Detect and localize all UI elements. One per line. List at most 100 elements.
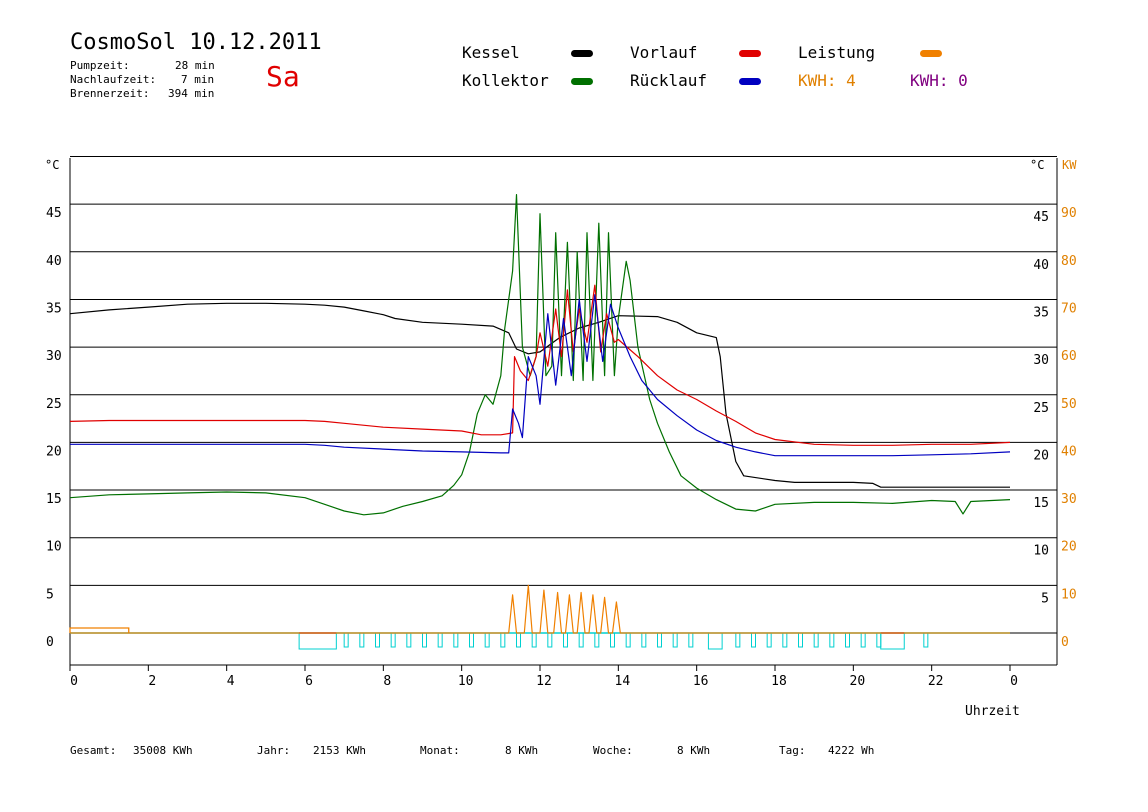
pump-block-2 xyxy=(880,632,905,650)
legend-swatch-kessel xyxy=(571,50,593,57)
pump-pulse-28 xyxy=(813,632,819,648)
leistung-early-step xyxy=(69,627,130,633)
x-tick-7: 14 xyxy=(615,674,631,689)
pump-pulse-26 xyxy=(782,632,788,648)
series-line-ruecklauf xyxy=(70,294,1011,457)
pump-pulse-8 xyxy=(469,632,474,648)
legend-swatch-leistung xyxy=(920,50,942,57)
legend-swatch-vorlauf xyxy=(739,50,761,57)
kw-tick-30: 30 xyxy=(1061,492,1077,507)
y-tick-left-45: 45 xyxy=(46,206,62,221)
legend-kessel: Kessel xyxy=(462,43,520,62)
kw-tick-40: 40 xyxy=(1061,444,1077,459)
footer-value-jahr: 2153 KWh xyxy=(313,744,366,757)
pump-pulse-15 xyxy=(578,632,584,648)
legend-ruecklauf: Rücklauf xyxy=(630,71,708,90)
pump-pulse-3 xyxy=(390,632,396,648)
legend-swatch-ruecklauf xyxy=(739,78,761,85)
pump-pulse-11 xyxy=(516,632,521,648)
y-tick-right-35: 35 xyxy=(1033,305,1049,320)
y-tick-right-5: 5 xyxy=(1041,591,1049,606)
kw-tick-90: 90 xyxy=(1061,206,1077,221)
footer-label-monat: Monat: xyxy=(420,744,460,757)
x-tick-8: 16 xyxy=(693,674,709,689)
pump-pulse-23 xyxy=(735,632,741,648)
y-tick-right-30: 30 xyxy=(1033,353,1049,368)
pump-pulse-2 xyxy=(375,632,380,648)
footer-label-jahr: Jahr: xyxy=(257,744,291,757)
x-tick-5: 10 xyxy=(458,674,474,689)
y-axis-label-right: °C xyxy=(1030,158,1044,172)
y-tick-left-20: 20 xyxy=(46,444,62,459)
x-tick-4: 8 xyxy=(383,674,391,689)
legend-leistung: Leistung xyxy=(798,43,876,62)
x-tick-2: 4 xyxy=(227,674,235,689)
legend-vorlauf: Vorlauf xyxy=(630,43,698,62)
pump-pulse-4 xyxy=(406,632,412,648)
y-tick-right-20: 20 xyxy=(1033,448,1049,463)
legend-kwh-2: KWH: 0 xyxy=(910,71,968,90)
x-axis-label: Uhrzeit xyxy=(965,704,1020,719)
x-tick-9: 18 xyxy=(771,674,787,689)
y-tick-right-40: 40 xyxy=(1033,258,1049,273)
y-tick-left-30: 30 xyxy=(46,349,62,364)
pump-pulse-6 xyxy=(437,632,443,648)
footer-label-tag: Tag: xyxy=(779,744,806,757)
pump-pulse-5 xyxy=(422,632,427,648)
y-tick-left-35: 35 xyxy=(46,301,62,316)
pump-pulse-24 xyxy=(751,632,756,648)
series-line-kessel xyxy=(69,302,1010,488)
pump-pulse-27 xyxy=(798,632,803,648)
footer-value-gesamt: 35008 KWh xyxy=(133,744,193,757)
kw-tick-20: 20 xyxy=(1061,540,1077,555)
x-tick-10: 20 xyxy=(850,674,866,689)
legend-kwh-solar: KWH: 4 xyxy=(798,71,856,90)
legend-swatch-kollektor xyxy=(571,78,593,85)
y-tick-right-45: 45 xyxy=(1033,210,1049,225)
y-tick-left-0: 0 xyxy=(46,635,54,650)
pump-pulse-10 xyxy=(500,632,506,648)
x-tick-3: 6 xyxy=(305,674,313,689)
y-tick-left-40: 40 xyxy=(46,254,62,269)
x-tick-12: 0 xyxy=(1010,674,1018,689)
chart-title: CosmoSol 10.12.2011 xyxy=(70,30,322,55)
chart-series xyxy=(69,194,1011,634)
pump-pulse-1 xyxy=(359,632,365,648)
y-tick-right-25: 25 xyxy=(1033,401,1049,416)
x-tick-11: 22 xyxy=(928,674,944,689)
series-line-kollektor xyxy=(69,194,1011,516)
pump-pulse-18 xyxy=(625,632,631,648)
pump-pulse-0 xyxy=(343,632,349,648)
y-tick-right-15: 15 xyxy=(1033,496,1049,511)
day-label: Sa xyxy=(266,60,300,93)
pump-pulse-17 xyxy=(610,632,615,648)
footer-value-tag: 4222 Wh xyxy=(828,744,875,757)
y-tick-right-10: 10 xyxy=(1033,544,1049,559)
pump-pulse-20 xyxy=(657,632,662,648)
x-tick-1: 2 xyxy=(148,674,156,689)
kw-tick-80: 80 xyxy=(1061,254,1077,269)
footer-label-gesamt: Gesamt: xyxy=(70,744,117,757)
stat-value-pumpzeit: 28 min xyxy=(175,59,215,72)
pump-pulse-31 xyxy=(860,632,866,648)
stat-value-brennerzeit: 394 min xyxy=(168,87,215,100)
x-tick-6: 12 xyxy=(536,674,552,689)
footer-value-woche: 8 KWh xyxy=(677,744,711,757)
kw-tick-0: 0 xyxy=(1061,635,1069,650)
pump-pulse-21 xyxy=(672,632,678,648)
kw-tick-70: 70 xyxy=(1061,301,1077,316)
pump-pulse-33 xyxy=(923,632,929,648)
pump-pulse-19 xyxy=(641,632,647,648)
pump-pulse-29 xyxy=(829,632,835,648)
legend-kollektor: Kollektor xyxy=(462,71,549,90)
kw-tick-60: 60 xyxy=(1061,349,1077,364)
pump-pulse-9 xyxy=(484,632,490,648)
pump-pulse-12 xyxy=(531,632,537,648)
pump-pulse-32 xyxy=(876,632,882,648)
stat-label-nachlaufzeit: Nachlaufzeit: xyxy=(70,73,157,86)
stat-value-nachlaufzeit: 7 min xyxy=(181,73,215,86)
pump-pulse-7 xyxy=(453,632,459,648)
pump-block-1 xyxy=(298,632,337,650)
pump-pulse-14 xyxy=(563,632,568,648)
